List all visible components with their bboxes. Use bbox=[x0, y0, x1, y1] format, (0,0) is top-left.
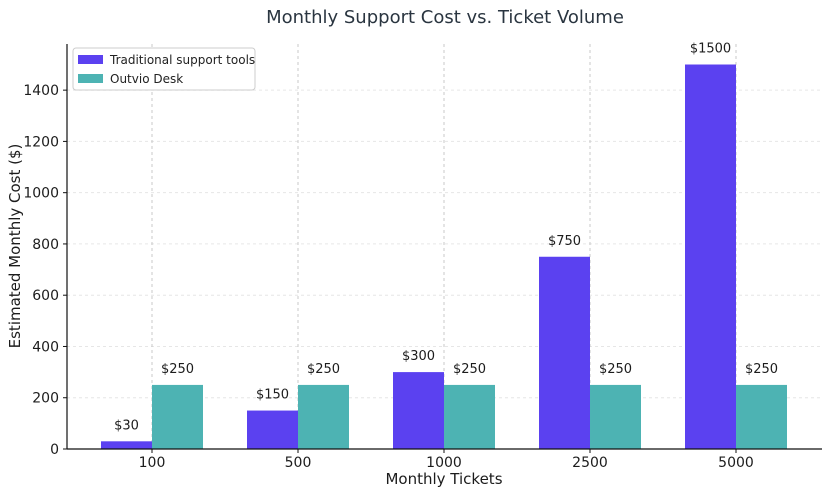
x-tick-label: 5000 bbox=[718, 455, 754, 471]
bar-value-label: $300 bbox=[402, 349, 435, 364]
y-tick-label: 400 bbox=[32, 339, 59, 355]
legend-swatch bbox=[78, 74, 103, 83]
legend-swatch bbox=[78, 55, 103, 64]
x-tick-label: 2500 bbox=[572, 455, 608, 471]
bar-traditional-1000 bbox=[393, 372, 444, 449]
bar-traditional-100 bbox=[101, 441, 152, 449]
bar-traditional-500 bbox=[247, 410, 298, 449]
bars bbox=[101, 64, 787, 449]
bar-value-label: $150 bbox=[256, 388, 289, 403]
y-tick-label: 800 bbox=[32, 237, 59, 253]
bar-outvio-500 bbox=[298, 384, 349, 449]
y-tick-label: 1400 bbox=[23, 83, 59, 99]
bar-outvio-100 bbox=[152, 384, 203, 449]
bar-value-label: $250 bbox=[745, 362, 778, 377]
y-tick-label: 1200 bbox=[23, 134, 59, 150]
ticks: 0 200 400 600 800 1000 1200 1400 100 500 1000 2500 5… bbox=[23, 83, 753, 471]
legend: Traditional support tools Outvio Desk bbox=[72, 47, 256, 91]
data-labels: $30 $150 $300 $750 $1500 $250 $250 $250 $250 $250 bbox=[114, 42, 778, 434]
bar-value-label: $750 bbox=[548, 234, 581, 249]
bar-value-label: $1500 bbox=[690, 42, 731, 57]
y-tick-label: 600 bbox=[32, 288, 59, 304]
y-axis-label: Estimated Monthly Cost ($) bbox=[6, 144, 24, 349]
bar-value-label: $250 bbox=[161, 362, 194, 377]
bar-value-label: $250 bbox=[599, 362, 632, 377]
bar-traditional-5000 bbox=[685, 64, 736, 449]
bar-outvio-2500 bbox=[590, 384, 641, 449]
bar-value-label: $250 bbox=[453, 362, 486, 377]
x-tick-label: 100 bbox=[139, 455, 166, 471]
bar-outvio-1000 bbox=[444, 384, 495, 449]
bar-traditional-2500 bbox=[539, 256, 590, 449]
bar-value-label: $30 bbox=[114, 418, 139, 433]
y-tick-label: 1000 bbox=[23, 186, 59, 202]
y-tick-label: 200 bbox=[32, 391, 59, 407]
x-axis-label: Monthly Tickets bbox=[385, 470, 502, 488]
chart-title: Monthly Support Cost vs. Ticket Volume bbox=[266, 7, 624, 28]
bar-value-label: $250 bbox=[307, 362, 340, 377]
x-tick-label: 1000 bbox=[426, 455, 462, 471]
y-tick-label: 0 bbox=[50, 442, 59, 458]
legend-label: Traditional support tools bbox=[109, 53, 255, 67]
legend-label: Outvio Desk bbox=[110, 72, 183, 86]
legend-box bbox=[72, 47, 256, 91]
x-tick-label: 500 bbox=[285, 455, 312, 471]
bar-outvio-5000 bbox=[736, 384, 787, 449]
